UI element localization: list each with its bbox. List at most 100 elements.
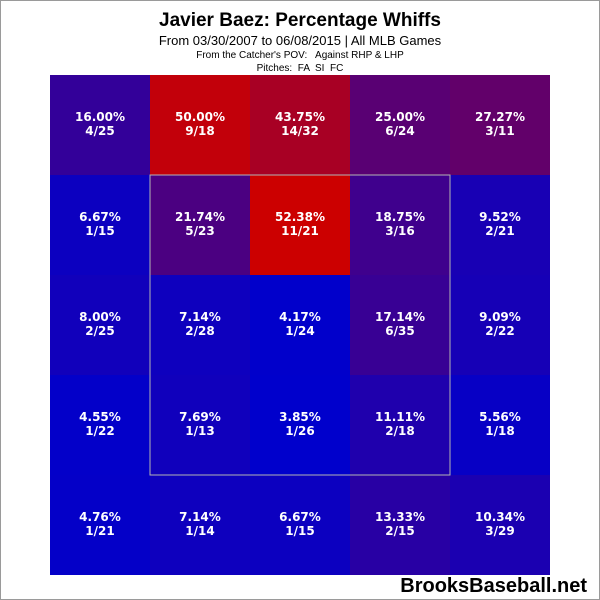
zone-cell-fill bbox=[150, 275, 250, 375]
zone-cell-fill bbox=[250, 275, 350, 375]
whiff-count-label: 5/23 bbox=[185, 224, 214, 238]
zone-cell-r4-c1: 4.55%1/22 bbox=[50, 375, 150, 475]
whiff-percentage-label: 8.00% bbox=[79, 310, 121, 324]
zone-cell-fill bbox=[450, 75, 550, 175]
whiff-percentage-label: 9.52% bbox=[479, 210, 521, 224]
zone-cell-fill bbox=[350, 475, 450, 575]
pov-label: From the Catcher's POV: Against RHP & LH… bbox=[196, 50, 404, 61]
zone-cell-fill bbox=[50, 175, 150, 275]
whiff-count-label: 11/21 bbox=[281, 224, 319, 238]
whiff-count-label: 1/26 bbox=[285, 424, 314, 438]
zone-cell-r5-c2: 7.14%1/14 bbox=[150, 475, 250, 575]
whiff-percentage-label: 21.74% bbox=[175, 210, 225, 224]
whiff-count-label: 2/18 bbox=[385, 424, 414, 438]
whiff-percentage-label: 43.75% bbox=[275, 110, 325, 124]
zone-cell-r1-c1: 16.00%4/25 bbox=[50, 75, 150, 175]
strike-zone-outline bbox=[149, 174, 451, 476]
zone-cell-fill bbox=[350, 75, 450, 175]
whiff-percentage-label: 18.75% bbox=[375, 210, 425, 224]
whiff-count-label: 1/15 bbox=[285, 524, 314, 538]
zone-cell-r3-c1: 8.00%2/25 bbox=[50, 275, 150, 375]
whiff-percentage-label: 13.33% bbox=[375, 510, 425, 524]
whiff-percentage-label: 50.00% bbox=[175, 110, 225, 124]
whiff-percentage-label: 7.14% bbox=[179, 510, 221, 524]
whiff-count-label: 14/32 bbox=[281, 124, 319, 138]
zone-cell-r4-c5: 5.56%1/18 bbox=[450, 375, 550, 475]
zone-cell-fill bbox=[350, 375, 450, 475]
whiff-count-label: 1/18 bbox=[485, 424, 514, 438]
whiff-count-label: 9/18 bbox=[185, 124, 214, 138]
zone-cell-r2-c1: 6.67%1/15 bbox=[50, 175, 150, 275]
zone-cell-fill bbox=[350, 175, 450, 275]
whiff-percentage-label: 6.67% bbox=[79, 210, 121, 224]
whiff-count-label: 1/15 bbox=[85, 224, 114, 238]
zone-cell-fill bbox=[450, 175, 550, 275]
zone-cell-fill bbox=[150, 475, 250, 575]
zone-cell-fill bbox=[150, 75, 250, 175]
zone-cell-r3-c4: 17.14%6/35 bbox=[350, 275, 450, 375]
zone-cell-r4-c3: 3.85%1/26 bbox=[250, 375, 350, 475]
zone-cell-fill bbox=[450, 475, 550, 575]
zone-cell-fill bbox=[250, 475, 350, 575]
whiff-percentage-label: 16.00% bbox=[75, 110, 125, 124]
whiff-percentage-label: 9.09% bbox=[479, 310, 521, 324]
whiff-count-label: 1/24 bbox=[285, 324, 314, 338]
brooks-baseball-watermark: BrooksBaseball.net bbox=[400, 575, 587, 597]
zone-cell-r5-c1: 4.76%1/21 bbox=[50, 475, 150, 575]
whiff-count-label: 2/25 bbox=[85, 324, 114, 338]
whiff-percentage-label: 17.14% bbox=[375, 310, 425, 324]
whiff-count-label: 6/24 bbox=[385, 124, 414, 138]
whiff-count-label: 3/29 bbox=[485, 524, 514, 538]
pitches-label: Pitches: FA SI FC bbox=[256, 63, 344, 74]
chart-subtitle: From 03/30/2007 to 06/08/2015 | All MLB … bbox=[158, 33, 442, 48]
zone-cell-fill bbox=[50, 275, 150, 375]
zone-cell-r3-c2: 7.14%2/28 bbox=[150, 275, 250, 375]
zone-cell-r1-c5: 27.27%3/11 bbox=[450, 75, 550, 175]
chart-title: Javier Baez: Percentage Whiffs bbox=[159, 10, 441, 31]
whiff-count-label: 1/13 bbox=[185, 424, 214, 438]
zone-cell-fill bbox=[50, 475, 150, 575]
zone-cell-r5-c5: 10.34%3/29 bbox=[450, 475, 550, 575]
zone-cell-r3-c5: 9.09%2/22 bbox=[450, 275, 550, 375]
whiff-percentage-label: 4.17% bbox=[279, 310, 321, 324]
zone-cell-fill bbox=[350, 275, 450, 375]
zone-cell-fill bbox=[50, 375, 150, 475]
whiff-count-label: 1/22 bbox=[85, 424, 114, 438]
whiff-count-label: 4/25 bbox=[85, 124, 114, 138]
zone-cell-fill bbox=[250, 75, 350, 175]
whiff-percentage-label: 25.00% bbox=[375, 110, 425, 124]
whiff-count-label: 6/35 bbox=[385, 324, 414, 338]
whiff-percentage-label: 10.34% bbox=[475, 510, 525, 524]
whiff-percentage-label: 4.55% bbox=[79, 410, 121, 424]
zone-cell-r1-c2: 50.00%9/18 bbox=[150, 75, 250, 175]
whiff-percentage-label: 7.69% bbox=[179, 410, 221, 424]
zone-cell-fill bbox=[150, 375, 250, 475]
whiff-percentage-label: 3.85% bbox=[279, 410, 321, 424]
whiff-percentage-label: 52.38% bbox=[275, 210, 325, 224]
whiff-percentage-label: 7.14% bbox=[179, 310, 221, 324]
zone-cell-fill bbox=[250, 175, 350, 275]
whiff-percentage-label: 6.67% bbox=[279, 510, 321, 524]
zone-cell-fill bbox=[450, 275, 550, 375]
whiff-count-label: 3/11 bbox=[485, 124, 514, 138]
zone-cell-r1-c3: 43.75%14/32 bbox=[250, 75, 350, 175]
zone-cell-r2-c2: 21.74%5/23 bbox=[150, 175, 250, 275]
zone-cell-r5-c3: 6.67%1/15 bbox=[250, 475, 350, 575]
zone-cell-r5-c4: 13.33%2/15 bbox=[350, 475, 450, 575]
zone-cell-r1-c4: 25.00%6/24 bbox=[350, 75, 450, 175]
whiff-percentage-label: 5.56% bbox=[479, 410, 521, 424]
whiff-percentage-label: 11.11% bbox=[375, 410, 425, 424]
zone-cell-fill bbox=[150, 175, 250, 275]
zone-cell-r4-c4: 11.11%2/18 bbox=[350, 375, 450, 475]
zone-cell-r2-c3: 52.38%11/21 bbox=[250, 175, 350, 275]
whiff-percentage-label: 27.27% bbox=[475, 110, 525, 124]
zone-cell-fill bbox=[50, 75, 150, 175]
whiff-count-label: 2/21 bbox=[485, 224, 514, 238]
whiff-count-label: 1/14 bbox=[185, 524, 214, 538]
whiff-count-label: 1/21 bbox=[85, 524, 114, 538]
zone-cell-r2-c5: 9.52%2/21 bbox=[450, 175, 550, 275]
whiff-count-label: 3/16 bbox=[385, 224, 414, 238]
zone-cell-r4-c2: 7.69%1/13 bbox=[150, 375, 250, 475]
zone-cell-fill bbox=[250, 375, 350, 475]
